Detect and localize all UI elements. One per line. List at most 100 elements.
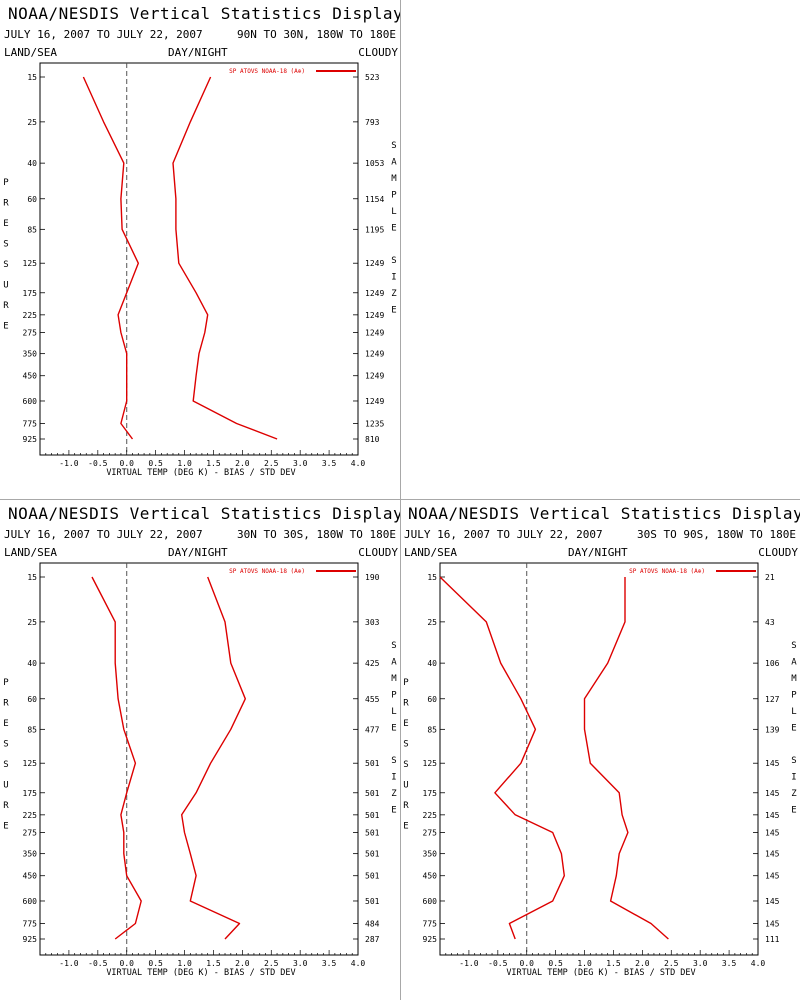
y-axis-letter: P bbox=[3, 678, 9, 688]
pressure-level-label: 125 bbox=[423, 759, 438, 768]
pressure-level-label: 925 bbox=[23, 935, 38, 944]
y-axis-letter: E bbox=[3, 219, 8, 229]
right-axis-letter: S bbox=[791, 641, 796, 651]
right-axis-letter: L bbox=[391, 707, 396, 717]
right-axis-letter: S bbox=[391, 141, 396, 151]
pressure-level-label: 60 bbox=[27, 695, 37, 704]
x-tick-label: 3.5 bbox=[322, 459, 337, 468]
sample-size-label: 501 bbox=[365, 850, 380, 859]
sample-size-label: 501 bbox=[365, 789, 380, 798]
pressure-level-label: 15 bbox=[27, 73, 37, 82]
x-tick-label: 0.5 bbox=[148, 459, 163, 468]
x-tick-label: 2.0 bbox=[635, 959, 650, 968]
x-tick-label: 0.5 bbox=[548, 959, 563, 968]
date-range: JULY 16, 2007 TO JULY 22, 2007 bbox=[4, 28, 203, 41]
right-axis-letter: Z bbox=[391, 789, 397, 799]
x-axis-label: VIRTUAL TEMP (DEG K) - BIAS / STD DEV bbox=[506, 968, 695, 978]
pressure-level-label: 175 bbox=[23, 289, 38, 298]
chart-panel-tropics: NOAA/NESDIS Vertical Statistics Display … bbox=[0, 500, 400, 1000]
legend-label: SP ATOVS NOAA-18 (A⊕) bbox=[229, 568, 305, 575]
region-label: 30S TO 90S, 180W TO 180E bbox=[637, 528, 796, 541]
sample-size-label: 145 bbox=[765, 919, 780, 928]
sample-size-label: 1235 bbox=[365, 419, 384, 428]
plot-frame bbox=[39, 62, 359, 456]
x-tick-label: 2.0 bbox=[235, 959, 250, 968]
y-axis-letter: U bbox=[3, 781, 8, 791]
x-tick-label: 4.0 bbox=[351, 459, 366, 468]
sample-size-label: 145 bbox=[765, 759, 780, 768]
vertical-stats-chart: -1.0 -0.5 0.0 0.5 1.0 1.5 2.0 2.5 3.0 3.5 4.0 15 523… bbox=[3, 62, 397, 478]
pressure-level-label: 275 bbox=[423, 828, 438, 837]
y-axis-letter: S bbox=[3, 740, 8, 750]
x-tick-label: 2.0 bbox=[235, 459, 250, 468]
sample-size-label: 303 bbox=[365, 618, 380, 627]
pressure-level-label: 600 bbox=[23, 397, 38, 406]
land-sea-label: LAND/SEA bbox=[4, 46, 57, 59]
pressure-level-label: 350 bbox=[23, 350, 38, 359]
legend-label: SP ATOVS NOAA-18 (A⊕) bbox=[229, 68, 305, 75]
x-tick-label: 3.0 bbox=[293, 459, 308, 468]
x-tick-label: 1.0 bbox=[577, 959, 592, 968]
pressure-level-label: 60 bbox=[27, 195, 37, 204]
panel-title: NOAA/NESDIS Vertical Statistics Display bbox=[8, 4, 400, 23]
y-axis-letter: E bbox=[3, 719, 8, 729]
pressure-level-label: 275 bbox=[23, 328, 38, 337]
pressure-level-label: 25 bbox=[27, 118, 37, 127]
right-axis-letter: S bbox=[391, 756, 396, 766]
region-label: 90N TO 30N, 180W TO 180E bbox=[237, 28, 396, 41]
y-axis-letter: R bbox=[3, 801, 9, 811]
sample-size-label: 1249 bbox=[365, 259, 384, 268]
pressure-level-label: 85 bbox=[27, 725, 37, 734]
right-axis-letter: E bbox=[391, 224, 396, 234]
sample-size-label: 1195 bbox=[365, 225, 384, 234]
right-axis-letter: E bbox=[391, 306, 396, 316]
plot-frame bbox=[39, 562, 359, 956]
right-axis-letter: P bbox=[791, 691, 797, 701]
sample-size-label: 287 bbox=[365, 935, 380, 944]
y-axis-letter: R bbox=[3, 199, 9, 209]
sample-size-label: 501 bbox=[365, 828, 380, 837]
vertical-stats-chart: -1.0 -0.5 0.0 0.5 1.0 1.5 2.0 2.5 3.0 3.5 4.0 15 190… bbox=[3, 562, 397, 978]
vertical-divider bbox=[400, 0, 401, 1000]
y-axis-letter: P bbox=[403, 678, 409, 688]
right-axis-letter: L bbox=[391, 207, 396, 217]
x-tick-label: 0.0 bbox=[520, 959, 535, 968]
pressure-level-label: 60 bbox=[427, 695, 437, 704]
bias-line bbox=[439, 576, 566, 940]
x-tick-label: -0.5 bbox=[88, 959, 107, 968]
date-range: JULY 16, 2007 TO JULY 22, 2007 bbox=[4, 528, 203, 541]
sample-size-label: 1249 bbox=[365, 328, 384, 337]
sample-size-label: 145 bbox=[765, 872, 780, 881]
sample-size-label: 21 bbox=[765, 573, 775, 582]
panel-title: NOAA/NESDIS Vertical Statistics Display bbox=[408, 504, 800, 523]
x-tick-label: 0.5 bbox=[148, 959, 163, 968]
bias-line bbox=[91, 576, 142, 940]
x-tick-label: 2.5 bbox=[264, 959, 279, 968]
right-axis-letter: M bbox=[391, 174, 397, 184]
y-axis-letter: S bbox=[3, 260, 8, 270]
sample-size-label: 1249 bbox=[365, 311, 384, 320]
right-axis-letter: I bbox=[791, 773, 796, 783]
date-range: JULY 16, 2007 TO JULY 22, 2007 bbox=[404, 528, 603, 541]
panel-title: NOAA/NESDIS Vertical Statistics Display bbox=[8, 504, 400, 523]
right-axis-letter: I bbox=[391, 273, 396, 283]
sample-size-label: 145 bbox=[765, 897, 780, 906]
x-tick-label: -1.0 bbox=[459, 959, 478, 968]
pressure-level-label: 125 bbox=[23, 759, 38, 768]
x-tick-label: 3.0 bbox=[693, 959, 708, 968]
cloudy-label: CLOUDY bbox=[358, 546, 398, 559]
std_dev-line bbox=[583, 577, 669, 940]
sample-size-label: 501 bbox=[365, 872, 380, 881]
right-axis-letter: E bbox=[791, 806, 796, 816]
pressure-level-label: 350 bbox=[423, 850, 438, 859]
pressure-level-label: 85 bbox=[27, 225, 37, 234]
sample-size-label: 43 bbox=[765, 618, 775, 627]
sample-size-label: 810 bbox=[365, 435, 380, 444]
sample-size-label: 501 bbox=[365, 759, 380, 768]
sample-size-label: 106 bbox=[765, 659, 780, 668]
pressure-level-label: 15 bbox=[427, 573, 437, 582]
pressure-level-label: 450 bbox=[423, 872, 438, 881]
y-axis-letter: U bbox=[3, 281, 8, 291]
sample-size-label: 501 bbox=[365, 811, 380, 820]
sample-size-label: 190 bbox=[365, 573, 380, 582]
